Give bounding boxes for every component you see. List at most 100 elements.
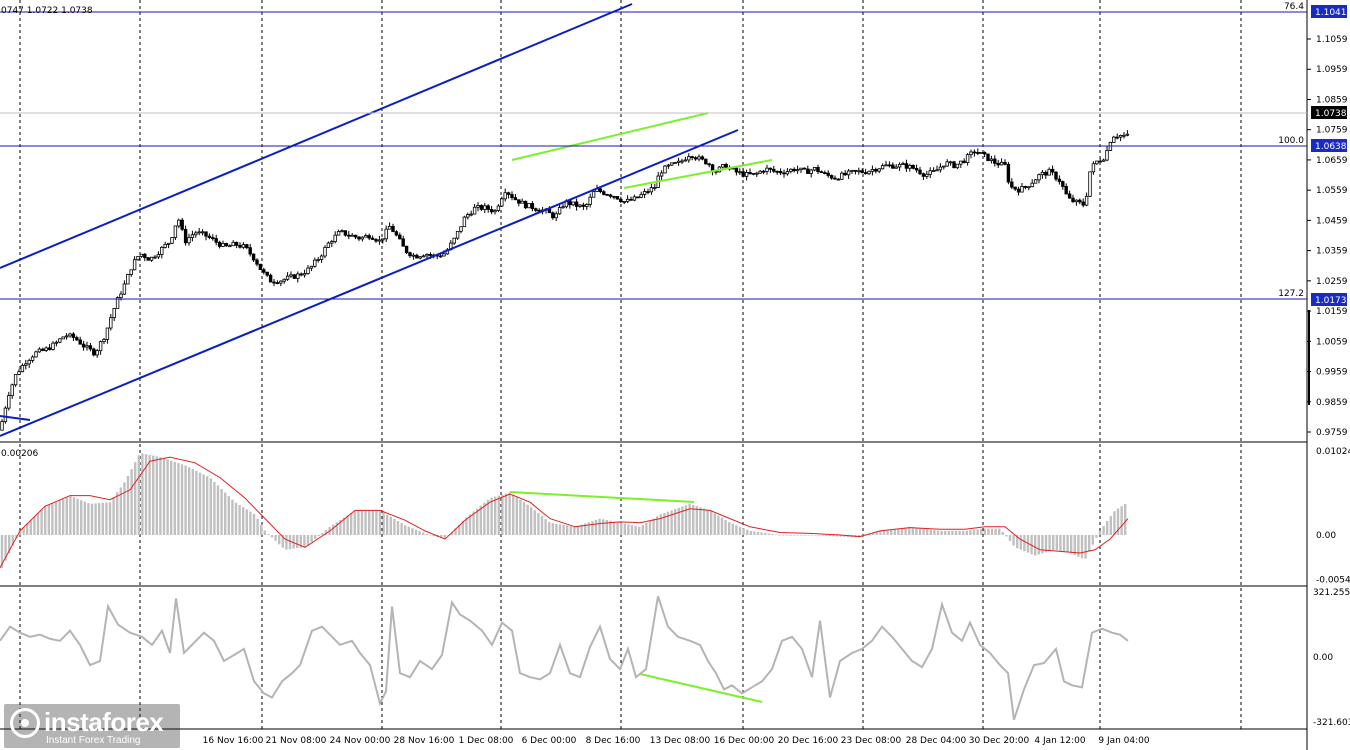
candle-body <box>163 244 167 248</box>
candle-body <box>428 254 433 256</box>
macd-bar <box>249 511 252 535</box>
macd-bar <box>551 523 554 535</box>
macd-bar <box>1041 535 1044 554</box>
macd-bar <box>278 535 281 545</box>
fib-tag-100: 1.0638 <box>1315 142 1347 152</box>
macd-bar <box>54 501 58 535</box>
macd-bar <box>666 511 670 535</box>
candle-body <box>666 164 671 167</box>
candle-body <box>687 156 691 161</box>
candle-body <box>319 255 324 260</box>
macd-bar <box>1059 535 1062 551</box>
macd-bar <box>51 503 54 535</box>
macd-bar <box>915 527 918 535</box>
macd-bar <box>638 526 641 535</box>
candle-body <box>132 259 137 271</box>
macd-bar <box>303 535 306 548</box>
macd-bar <box>407 526 410 535</box>
candle-body <box>819 171 824 174</box>
candle-body <box>901 163 905 166</box>
macd-bar <box>321 533 324 535</box>
candle-body <box>374 239 378 242</box>
candle-body <box>1054 171 1058 180</box>
candle-body <box>506 192 511 195</box>
candle-body <box>850 169 854 172</box>
candle-body <box>211 237 215 239</box>
macd-bar <box>371 510 374 535</box>
candle-body <box>860 170 864 173</box>
candle-body <box>761 170 766 173</box>
macd-bar <box>954 530 958 535</box>
candle-body <box>1064 186 1068 195</box>
macd-bar <box>292 535 295 549</box>
candle-body <box>231 241 235 247</box>
grid-lines <box>19 0 1242 729</box>
candle-body <box>139 253 144 257</box>
candle-body <box>1027 186 1031 189</box>
macd-bar <box>746 529 749 535</box>
macd-bar <box>497 495 500 535</box>
candle-body <box>401 238 405 247</box>
macd-bar <box>62 498 65 535</box>
candle-body <box>568 200 572 206</box>
candle-body <box>993 158 997 164</box>
candle-body <box>663 165 667 174</box>
price-axis: 1.1059 1.0959 1.0859 1.0759 1.0659 1.0559 1.04… <box>1307 35 1348 438</box>
candle-body <box>251 253 256 261</box>
macd-bar <box>382 512 385 535</box>
macd-bar <box>706 509 709 535</box>
candle-body <box>884 164 888 167</box>
macd-bar <box>526 504 529 535</box>
macd-bar <box>515 497 518 535</box>
candle-body <box>1057 178 1062 182</box>
candle-body <box>316 259 320 261</box>
candle-body <box>683 159 688 162</box>
candle-body <box>1115 136 1119 139</box>
candle-body <box>557 207 562 215</box>
macd-bar <box>630 525 634 535</box>
candle-body <box>1016 188 1021 193</box>
candle-body <box>438 255 443 258</box>
macd-bar <box>728 522 731 535</box>
cci-tick-label: 321.2557 <box>1313 588 1350 598</box>
macd-bar <box>231 499 234 535</box>
candle-body <box>146 257 150 261</box>
candle-body <box>741 171 745 177</box>
macd-bar <box>242 507 245 535</box>
macd-bar <box>1124 503 1127 535</box>
candle-body <box>299 273 303 276</box>
macd-bar <box>1023 535 1026 552</box>
macd-bar <box>987 528 990 535</box>
candle-body <box>333 234 337 242</box>
macd-bar <box>472 511 475 535</box>
macd-bar <box>627 524 630 535</box>
macd-bar <box>1008 535 1012 542</box>
candle-body <box>381 238 385 241</box>
candle-body <box>384 228 388 240</box>
macd-bar <box>782 535 785 536</box>
candle-body <box>129 269 133 275</box>
candle-body <box>755 172 759 175</box>
macd-bar <box>1012 535 1015 546</box>
candle-body <box>326 242 331 248</box>
macd-bar <box>1034 535 1037 556</box>
macd-bar <box>609 520 612 535</box>
macd-bar <box>562 524 565 535</box>
macd-bar <box>645 522 648 535</box>
macd-bar <box>339 519 342 535</box>
candle-body <box>489 209 494 213</box>
macd-bar <box>994 528 997 535</box>
candle-body <box>996 162 1000 166</box>
macd-bar <box>688 503 691 535</box>
candle-body <box>466 214 470 218</box>
candle-body <box>925 173 929 177</box>
macd-bar <box>1084 535 1087 559</box>
candle-body <box>279 280 283 284</box>
macd-bar <box>821 535 824 536</box>
candle-body <box>965 154 970 163</box>
candle-body <box>969 151 973 156</box>
candle-body <box>404 245 409 254</box>
candle-body <box>245 244 249 249</box>
macd-bar <box>1016 535 1019 549</box>
